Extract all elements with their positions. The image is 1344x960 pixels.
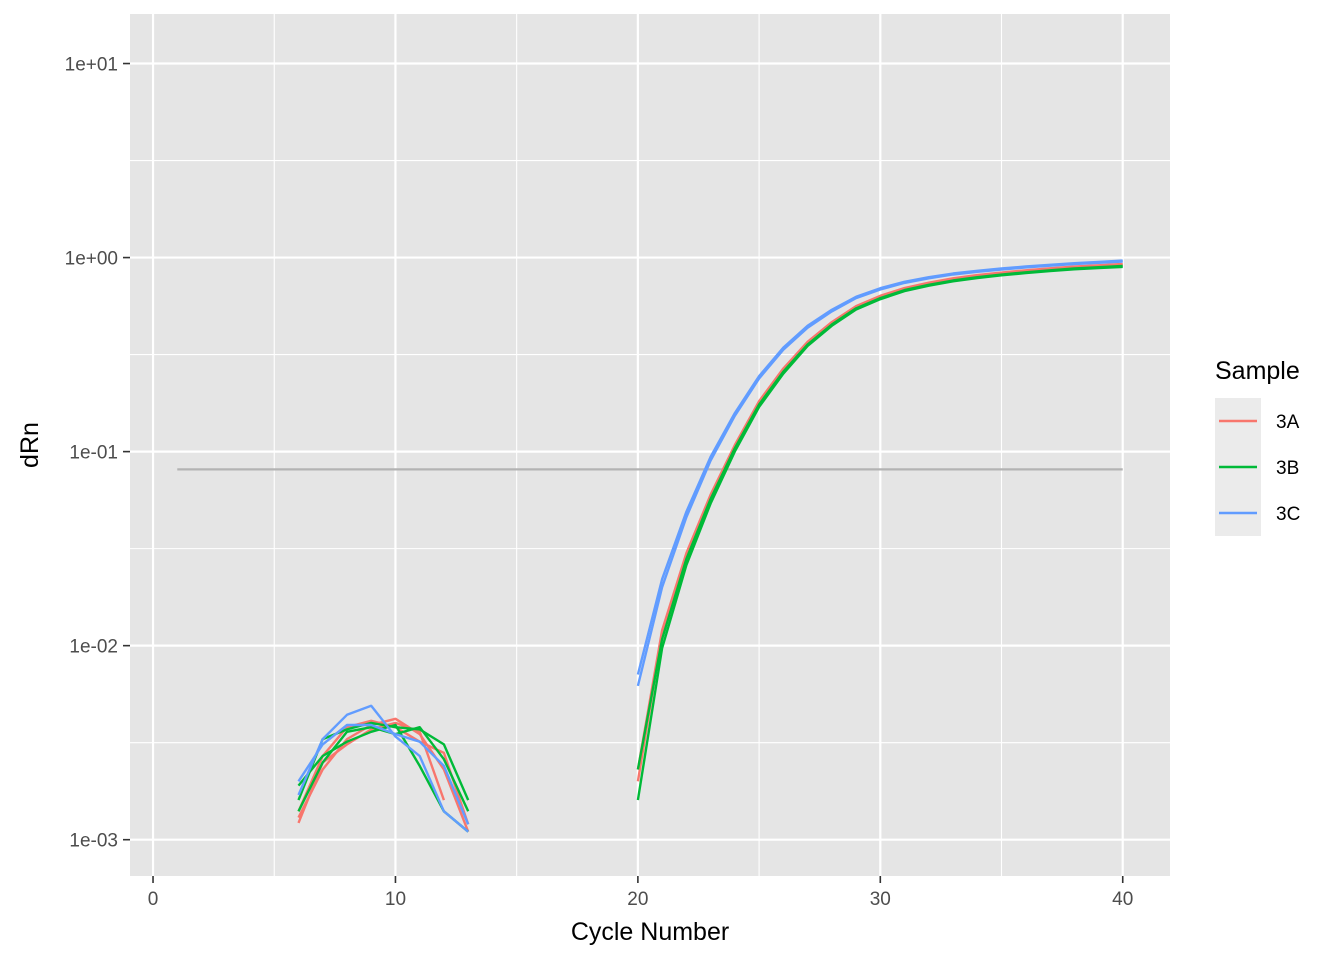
y-tick-label: 1e+01 bbox=[65, 55, 118, 76]
series-layer bbox=[297, 259, 1123, 833]
legend-label-3b: 3B bbox=[1276, 458, 1299, 479]
y-tick-label: 1e+00 bbox=[65, 249, 118, 270]
x-tick-label: 30 bbox=[870, 889, 891, 910]
series-line-3c-6 bbox=[297, 704, 469, 833]
grid-minor bbox=[130, 14, 1170, 876]
series-line-3a-9 bbox=[636, 262, 1123, 770]
series-line-3b-3 bbox=[297, 721, 470, 801]
legend-item-3c: 3C bbox=[1215, 490, 1300, 536]
legend-item-3b: 3B bbox=[1215, 444, 1299, 490]
x-axis-title: Cycle Number bbox=[571, 918, 729, 946]
x-tick-label: 0 bbox=[148, 889, 159, 910]
legend-label-3c: 3C bbox=[1276, 504, 1300, 525]
x-tick-label: 10 bbox=[385, 889, 406, 910]
legend-item-3a: 3A bbox=[1215, 398, 1300, 444]
legend: Sample 3A 3B 3C bbox=[1215, 357, 1300, 536]
y-axis: 1e-03 1e-02 1e-01 1e+00 1e+01 bbox=[65, 55, 130, 852]
x-axis: 0 10 20 30 40 bbox=[148, 876, 1133, 910]
series-line-3c-13 bbox=[636, 259, 1123, 675]
y-axis-title: dRn bbox=[16, 422, 44, 468]
plot-panel bbox=[130, 14, 1170, 876]
x-tick-label: 20 bbox=[627, 889, 648, 910]
legend-title: Sample bbox=[1215, 357, 1300, 385]
series-line-3c-7 bbox=[297, 723, 470, 825]
y-tick-label: 1e-01 bbox=[69, 443, 118, 464]
y-tick-label: 1e-03 bbox=[69, 831, 118, 852]
grid-major bbox=[130, 14, 1170, 876]
series-line-3b-11 bbox=[636, 264, 1123, 770]
legend-label-3a: 3A bbox=[1276, 412, 1300, 433]
y-tick-label: 1e-02 bbox=[69, 637, 118, 658]
x-tick-label: 40 bbox=[1112, 889, 1133, 910]
